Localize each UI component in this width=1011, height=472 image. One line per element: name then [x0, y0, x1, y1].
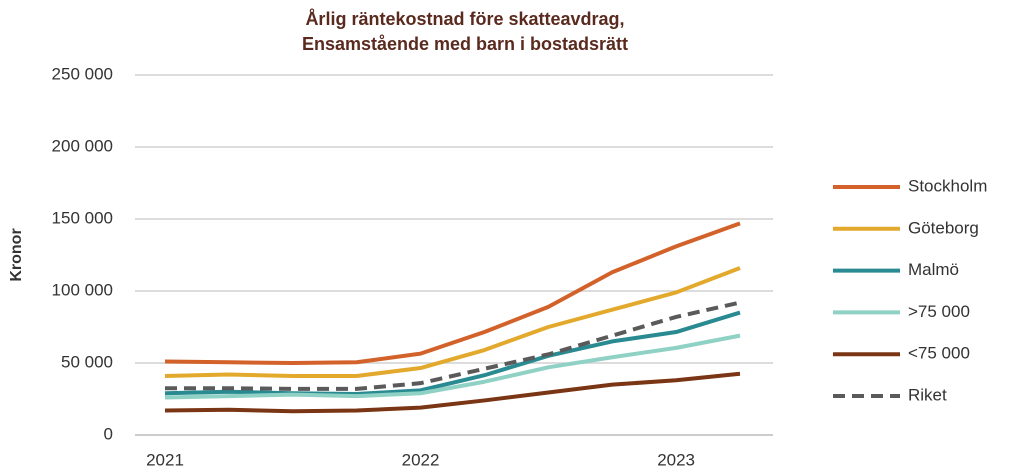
series-line [164, 333, 741, 400]
y-tick-label: 100 000 [52, 280, 113, 299]
x-tick-label: 2022 [402, 450, 440, 469]
legend-label: Göteborg [908, 218, 979, 237]
legend-label: Riket [908, 385, 947, 404]
x-tick-label: 2023 [657, 450, 695, 469]
chart-title: Årlig räntekostnad före skatteavdrag, [305, 9, 624, 29]
series-line [164, 266, 741, 378]
chart-title: Ensamstående med barn i bostadsrätt [302, 34, 628, 54]
legend-label: Stockholm [908, 176, 987, 195]
y-tick-label: 50 000 [61, 352, 113, 371]
y-tick-label: 250 000 [52, 64, 113, 83]
x-tick-label: 2021 [146, 450, 184, 469]
legend-label: Malmö [908, 260, 959, 279]
y-tick-label: 200 000 [52, 136, 113, 155]
series-line [164, 371, 741, 414]
legend-label: <75 000 [908, 344, 970, 363]
legend-label: >75 000 [908, 302, 970, 321]
y-axis-label: Kronor [8, 228, 25, 281]
series-line [165, 300, 741, 391]
y-tick-label: 150 000 [52, 208, 113, 227]
y-tick-label: 0 [104, 424, 113, 443]
series-line [164, 221, 741, 365]
series-line [164, 310, 741, 396]
